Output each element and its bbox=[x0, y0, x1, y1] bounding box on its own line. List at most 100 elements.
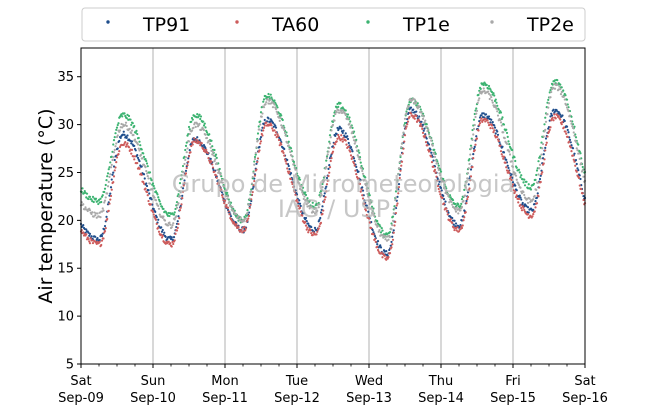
data-point bbox=[242, 220, 245, 223]
data-point bbox=[573, 125, 576, 128]
data-point bbox=[282, 151, 285, 154]
data-point bbox=[568, 114, 572, 117]
data-point bbox=[549, 96, 552, 99]
data-point bbox=[253, 179, 256, 183]
data-point bbox=[520, 192, 524, 195]
data-point bbox=[472, 127, 476, 130]
data-point bbox=[420, 120, 423, 123]
data-point bbox=[534, 200, 537, 203]
data-point bbox=[151, 188, 154, 191]
data-point bbox=[250, 188, 253, 191]
data-point bbox=[136, 132, 139, 136]
data-point bbox=[383, 254, 386, 257]
data-point bbox=[354, 140, 357, 143]
data-point bbox=[244, 227, 248, 230]
data-point bbox=[347, 145, 350, 148]
data-point bbox=[460, 205, 464, 209]
data-point bbox=[138, 140, 141, 143]
data-point bbox=[507, 169, 510, 173]
data-point bbox=[187, 155, 191, 158]
data-point bbox=[351, 156, 354, 159]
data-point bbox=[436, 166, 440, 169]
data-point bbox=[439, 186, 443, 190]
data-point bbox=[443, 186, 446, 189]
data-point bbox=[421, 131, 425, 134]
data-point bbox=[396, 180, 399, 183]
data-point bbox=[115, 142, 118, 145]
data-point bbox=[355, 149, 359, 152]
data-point bbox=[451, 198, 455, 202]
data-point bbox=[361, 197, 365, 200]
data-point bbox=[539, 174, 542, 177]
data-point bbox=[259, 136, 263, 139]
data-point bbox=[544, 143, 548, 147]
data-point bbox=[539, 157, 542, 160]
data-point bbox=[246, 209, 249, 212]
data-point bbox=[570, 149, 573, 153]
data-point bbox=[329, 136, 332, 139]
data-point bbox=[170, 236, 173, 239]
data-point bbox=[334, 112, 337, 116]
data-point bbox=[512, 189, 515, 192]
data-point bbox=[519, 176, 522, 179]
data-point bbox=[569, 146, 572, 149]
data-point bbox=[218, 186, 221, 189]
data-point bbox=[224, 189, 227, 192]
data-point bbox=[406, 120, 410, 123]
data-point bbox=[464, 211, 467, 214]
data-point bbox=[474, 143, 477, 146]
data-point bbox=[193, 137, 196, 140]
data-point bbox=[133, 158, 136, 161]
data-point bbox=[247, 203, 251, 207]
data-point bbox=[351, 126, 354, 129]
data-point bbox=[332, 114, 335, 118]
data-point bbox=[403, 117, 407, 120]
data-point bbox=[237, 226, 240, 229]
data-point bbox=[368, 221, 371, 224]
data-point bbox=[469, 175, 473, 178]
data-point bbox=[119, 136, 122, 139]
data-point bbox=[220, 194, 224, 197]
data-point bbox=[367, 195, 370, 198]
data-point bbox=[155, 222, 158, 225]
data-point bbox=[307, 201, 310, 204]
data-point bbox=[547, 130, 551, 133]
data-point bbox=[152, 207, 155, 211]
data-point bbox=[262, 126, 266, 130]
data-point bbox=[428, 149, 431, 152]
data-point bbox=[462, 219, 465, 222]
data-point bbox=[129, 118, 132, 121]
data-point bbox=[360, 188, 363, 191]
data-point bbox=[253, 160, 256, 163]
data-point bbox=[328, 146, 331, 150]
data-point bbox=[160, 230, 164, 233]
data-point bbox=[412, 108, 415, 111]
data-point bbox=[275, 110, 278, 113]
data-point bbox=[304, 224, 308, 227]
data-point bbox=[538, 186, 541, 189]
data-point bbox=[145, 172, 149, 175]
data-point bbox=[435, 175, 438, 178]
data-point bbox=[107, 209, 110, 212]
data-point bbox=[163, 219, 167, 222]
data-point bbox=[407, 105, 410, 108]
data-point bbox=[439, 174, 442, 177]
data-point bbox=[109, 198, 112, 201]
data-point bbox=[298, 206, 302, 209]
data-point bbox=[158, 200, 161, 203]
data-point bbox=[437, 183, 440, 186]
data-point bbox=[271, 127, 274, 130]
data-point bbox=[473, 149, 476, 152]
data-point bbox=[271, 121, 275, 124]
data-point bbox=[251, 175, 254, 179]
data-point bbox=[138, 159, 141, 163]
data-point bbox=[502, 157, 505, 160]
data-point bbox=[493, 124, 496, 127]
data-point bbox=[466, 198, 469, 201]
data-point bbox=[457, 203, 460, 206]
data-point bbox=[500, 124, 503, 127]
data-point bbox=[372, 212, 375, 216]
data-point bbox=[104, 227, 107, 230]
data-point bbox=[134, 149, 137, 152]
data-point bbox=[144, 166, 147, 169]
